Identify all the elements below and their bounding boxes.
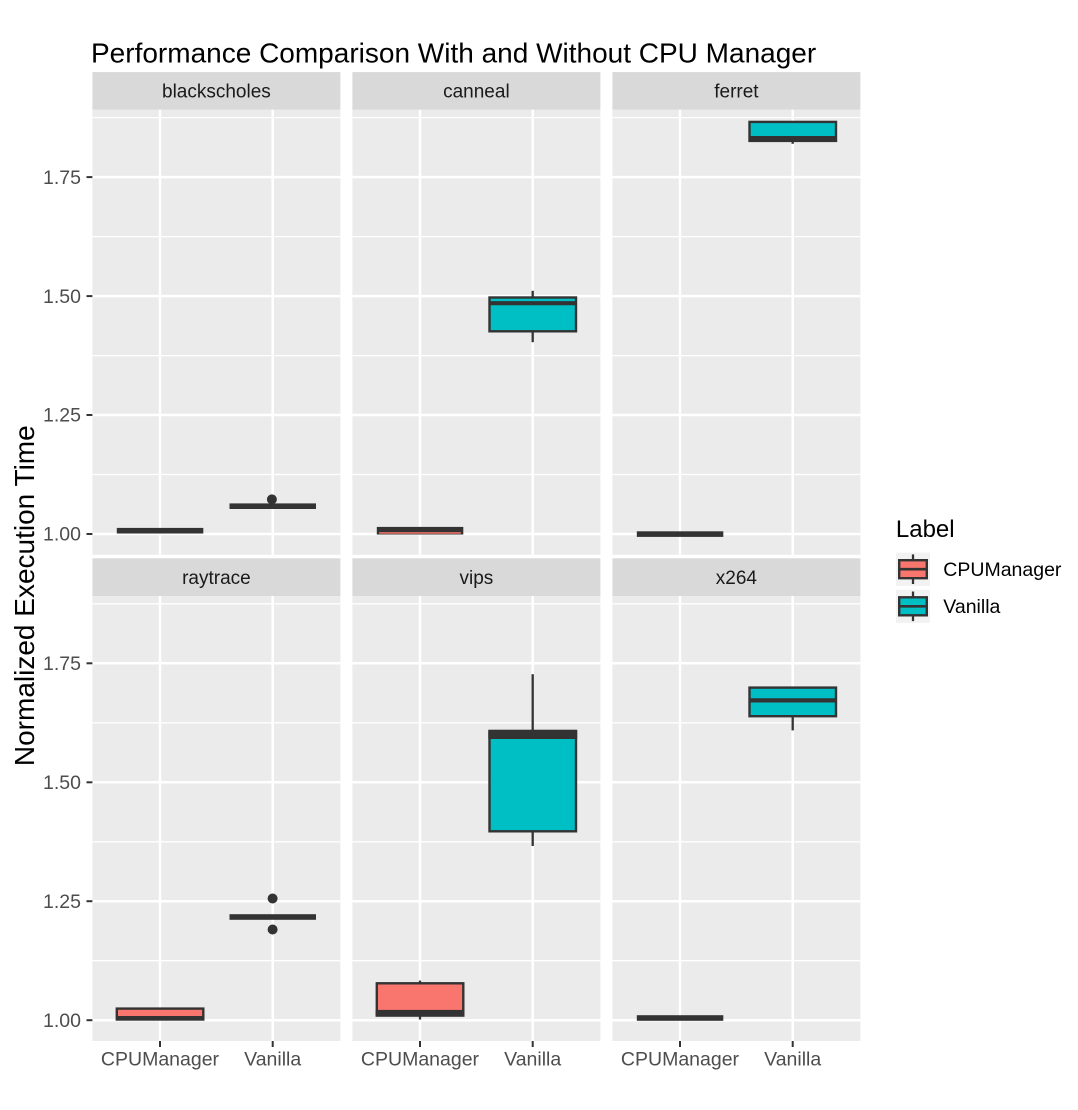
svg-text:Vanilla: Vanilla — [943, 596, 1000, 618]
svg-text:Vanilla: Vanilla — [764, 1049, 821, 1071]
svg-text:1.25: 1.25 — [43, 405, 81, 427]
svg-text:1.75: 1.75 — [43, 167, 81, 189]
svg-text:Label: Label — [896, 516, 955, 543]
svg-text:CPUManager: CPUManager — [101, 1049, 220, 1071]
svg-text:canneal: canneal — [443, 82, 510, 103]
svg-text:1.75: 1.75 — [43, 653, 81, 675]
svg-text:vips: vips — [460, 568, 494, 589]
svg-text:1.50: 1.50 — [43, 772, 81, 794]
svg-text:Vanilla: Vanilla — [244, 1049, 301, 1071]
svg-text:raytrace: raytrace — [182, 568, 251, 589]
svg-text:1.50: 1.50 — [43, 286, 81, 308]
svg-text:Normalized Execution Time: Normalized Execution Time — [9, 425, 40, 766]
svg-text:Vanilla: Vanilla — [504, 1049, 561, 1071]
svg-text:CPUManager: CPUManager — [621, 1049, 740, 1071]
svg-text:1.00: 1.00 — [43, 1010, 81, 1032]
svg-text:CPUManager: CPUManager — [943, 559, 1062, 581]
svg-text:x264: x264 — [716, 568, 758, 589]
svg-text:1.00: 1.00 — [43, 524, 81, 546]
svg-text:Performance Comparison With an: Performance Comparison With and Without … — [91, 37, 816, 68]
svg-text:CPUManager: CPUManager — [361, 1049, 480, 1071]
svg-text:1.25: 1.25 — [43, 891, 81, 913]
svg-text:blackscholes: blackscholes — [162, 82, 271, 103]
svg-text:ferret: ferret — [714, 82, 759, 103]
